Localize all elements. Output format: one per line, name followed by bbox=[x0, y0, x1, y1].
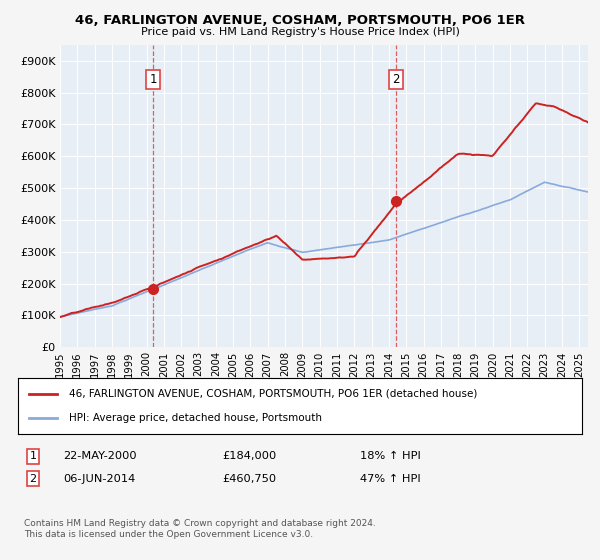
Text: 1: 1 bbox=[29, 451, 37, 461]
Text: 46, FARLINGTON AVENUE, COSHAM, PORTSMOUTH, PO6 1ER (detached house): 46, FARLINGTON AVENUE, COSHAM, PORTSMOUT… bbox=[69, 389, 477, 399]
Text: 47% ↑ HPI: 47% ↑ HPI bbox=[360, 474, 421, 484]
Text: 1: 1 bbox=[149, 73, 157, 86]
Text: 2: 2 bbox=[29, 474, 37, 484]
Text: 18% ↑ HPI: 18% ↑ HPI bbox=[360, 451, 421, 461]
Text: 46, FARLINGTON AVENUE, COSHAM, PORTSMOUTH, PO6 1ER: 46, FARLINGTON AVENUE, COSHAM, PORTSMOUT… bbox=[75, 14, 525, 27]
Text: Contains HM Land Registry data © Crown copyright and database right 2024.
This d: Contains HM Land Registry data © Crown c… bbox=[24, 520, 376, 539]
Text: HPI: Average price, detached house, Portsmouth: HPI: Average price, detached house, Port… bbox=[69, 413, 322, 423]
Text: 22-MAY-2000: 22-MAY-2000 bbox=[63, 451, 137, 461]
Text: £184,000: £184,000 bbox=[222, 451, 276, 461]
Text: £460,750: £460,750 bbox=[222, 474, 276, 484]
Text: 2: 2 bbox=[392, 73, 400, 86]
Text: 06-JUN-2014: 06-JUN-2014 bbox=[63, 474, 135, 484]
Text: Price paid vs. HM Land Registry's House Price Index (HPI): Price paid vs. HM Land Registry's House … bbox=[140, 27, 460, 37]
